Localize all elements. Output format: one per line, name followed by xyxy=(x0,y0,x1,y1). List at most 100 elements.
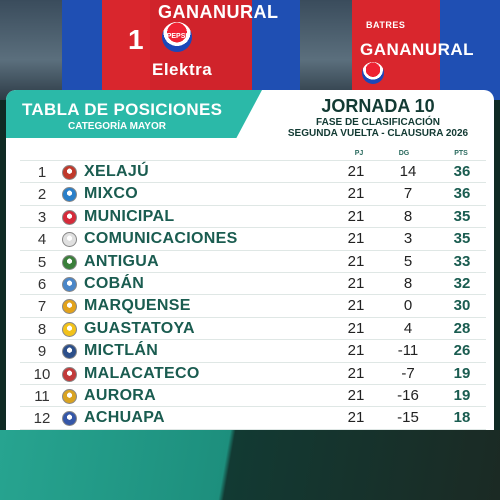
team-crest-icon xyxy=(62,299,77,315)
position: 6 xyxy=(37,275,47,293)
pepsi-logo-icon: PEPSI xyxy=(162,22,192,52)
position: 8 xyxy=(37,320,47,338)
column-header-dg: DG xyxy=(398,150,410,157)
right-sponsor: GANANURAL xyxy=(360,40,475,59)
column-header-pts: PTS xyxy=(454,150,468,157)
phase-label: FASE DE CLASIFICACIÓN xyxy=(316,117,440,128)
goal-difference: 5 xyxy=(403,252,413,270)
goal-difference: -7 xyxy=(401,364,415,382)
team-name: MUNICIPAL xyxy=(84,207,175,225)
pepsi-label: PEPSI xyxy=(166,33,188,40)
right-sponsor-top: BATRES xyxy=(366,20,406,30)
team-name: AURORA xyxy=(84,386,157,404)
team-name: MARQUENSE xyxy=(84,297,191,315)
table-row: 9 MICTLÁN 21 -11 26 xyxy=(20,340,486,363)
team-crest-icon xyxy=(62,388,77,404)
team-name: ANTIGUA xyxy=(84,252,159,270)
table-row: 4 COMUNICACIONES 21 3 35 xyxy=(20,228,486,251)
player-center-sleeve xyxy=(252,0,300,100)
points: 19 xyxy=(453,364,471,382)
left-number: 1 xyxy=(128,24,145,55)
team-name: GUASTATOYA xyxy=(84,319,195,337)
pepsi-logo-icon-right xyxy=(362,62,384,84)
team-crest-icon xyxy=(62,254,77,270)
goal-difference: 7 xyxy=(403,185,413,203)
points: 35 xyxy=(453,207,471,225)
round-info: JORNADA 10 FASE DE CLASIFICACIÓN SEGUNDA… xyxy=(262,90,494,139)
position: 12 xyxy=(33,410,51,428)
table-row: 6 COBÁN 21 8 32 xyxy=(20,273,486,296)
points: 26 xyxy=(453,342,471,360)
games-played: 21 xyxy=(347,364,365,382)
footer-background xyxy=(0,430,500,500)
team-name: ACHUAPA xyxy=(84,409,165,427)
position: 5 xyxy=(37,253,47,271)
standings-table: 1 XELAJÚ 21 14 36 2 MIXCO 21 7 36 3 MUNI… xyxy=(20,160,486,430)
team-crest-icon xyxy=(62,232,77,248)
page-title: TABLA DE POSICIONES xyxy=(22,100,223,119)
table-row: 8 GUASTATOYA 21 4 28 xyxy=(20,318,486,341)
player-left-sleeve xyxy=(62,0,102,100)
points: 36 xyxy=(453,185,471,203)
team-name: COMUNICACIONES xyxy=(84,230,238,248)
team-crest-icon xyxy=(62,209,77,225)
table-row: 11 AURORA 21 -16 19 xyxy=(20,385,486,408)
left-sponsor-2: Elektra xyxy=(152,60,213,79)
title-banner xyxy=(6,90,262,138)
team-crest-icon xyxy=(62,165,77,180)
position: 11 xyxy=(34,387,50,405)
player-right-sleeve xyxy=(440,0,500,100)
goal-difference: -11 xyxy=(397,342,419,360)
points: 18 xyxy=(453,409,471,427)
team-name: MIXCO xyxy=(84,185,138,203)
position: 3 xyxy=(37,208,47,226)
table-row: 2 MIXCO 21 7 36 xyxy=(20,183,486,206)
points: 19 xyxy=(453,386,471,404)
team-crest-icon xyxy=(62,276,77,292)
games-played: 21 xyxy=(347,409,365,427)
position: 7 xyxy=(37,298,47,316)
goal-difference: 0 xyxy=(403,297,413,315)
games-played: 21 xyxy=(347,207,365,225)
team-crest-icon xyxy=(62,366,77,382)
games-played: 21 xyxy=(347,297,365,315)
points: 35 xyxy=(453,230,471,248)
games-played: 21 xyxy=(347,163,365,180)
table-row: 5 ANTIGUA 21 5 33 xyxy=(20,251,486,273)
team-name: XELAJÚ xyxy=(84,163,149,180)
games-played: 21 xyxy=(347,342,365,360)
points: 36 xyxy=(453,163,471,180)
table-row: 12 ACHUAPA 21 -15 18 xyxy=(20,407,486,430)
games-played: 21 xyxy=(347,319,365,337)
season-label: SEGUNDA VUELTA - CLAUSURA 2026 xyxy=(287,128,469,139)
page-subtitle: CATEGORÍA MAYOR xyxy=(68,121,166,132)
games-played: 21 xyxy=(347,386,365,404)
points: 30 xyxy=(453,297,471,315)
team-crest-icon xyxy=(62,187,77,203)
goal-difference: 8 xyxy=(403,207,413,225)
table-row: 7 MARQUENSE 21 0 30 xyxy=(20,295,486,318)
left-sponsor: GANANURAL xyxy=(158,2,279,22)
position: 2 xyxy=(37,186,47,204)
position: 10 xyxy=(33,365,51,383)
goal-difference: -16 xyxy=(397,386,419,404)
games-played: 21 xyxy=(347,274,365,292)
column-header-pj: PJ xyxy=(354,150,364,157)
team-crest-icon xyxy=(62,321,77,337)
table-row: 3 MUNICIPAL 21 8 35 xyxy=(20,206,486,229)
team-crest-icon xyxy=(62,344,77,360)
table-row: 1 XELAJÚ 21 14 36 xyxy=(20,160,486,184)
team-name: MALACATECO xyxy=(84,364,200,382)
standings-panel: TABLA DE POSICIONES CATEGORÍA MAYOR JORN… xyxy=(6,90,494,430)
games-played: 21 xyxy=(347,252,365,270)
points: 28 xyxy=(453,319,471,337)
header-photo: GANANURAL Elektra 1 GANANURAL BATRES PEP… xyxy=(0,0,500,100)
goal-difference: -15 xyxy=(397,409,419,427)
position: 9 xyxy=(37,343,47,361)
goal-difference: 8 xyxy=(403,274,413,292)
goal-difference: 14 xyxy=(399,163,417,180)
round-label: JORNADA 10 xyxy=(321,96,435,116)
position: 4 xyxy=(37,231,47,249)
team-name: MICTLÁN xyxy=(84,342,159,360)
position: 1 xyxy=(37,164,47,181)
